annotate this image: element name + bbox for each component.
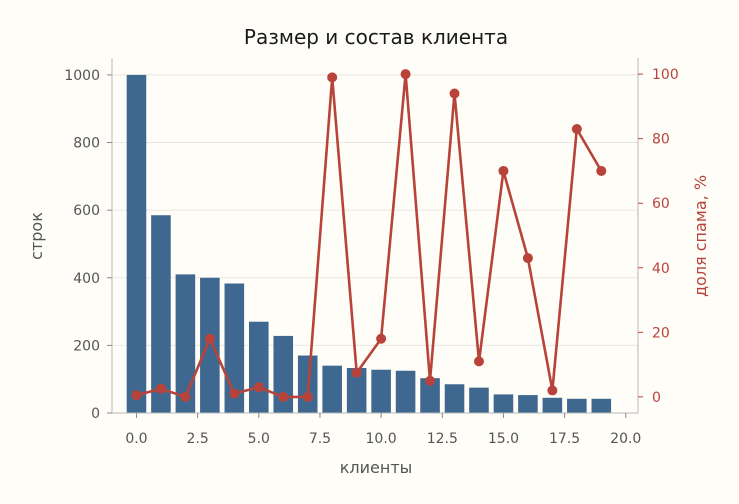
bar (322, 365, 342, 413)
bar (542, 397, 563, 413)
bar (395, 370, 416, 413)
chart-title: Размер и состав клиента (244, 25, 508, 49)
line-point (278, 391, 289, 402)
line-point (229, 388, 240, 399)
bar (444, 384, 465, 413)
line-series (136, 72, 603, 399)
line-point (547, 385, 558, 396)
bar (126, 74, 147, 414)
left-y-tick-label: 1000 (64, 68, 100, 84)
bar (493, 394, 514, 413)
x-tick-label: 0.0 (125, 431, 147, 447)
axes: 0.0 2.5 5.0 7.5 10.0 12.5 15.0 17.5 20.002004006… (64, 58, 679, 447)
line-point (400, 69, 411, 80)
line-point (449, 88, 460, 99)
line-point (473, 356, 484, 367)
x-tick-label: 17.5 (549, 431, 580, 447)
left-y-axis-label: строк (27, 212, 46, 260)
line-point (204, 333, 215, 344)
x-tick-label: 20.0 (610, 431, 641, 447)
line-point (351, 367, 362, 378)
bar (567, 398, 587, 413)
x-tick-label: 2.5 (186, 431, 208, 447)
line-point (522, 253, 533, 264)
x-tick-label: 7.5 (309, 431, 331, 447)
right-y-tick-label: 20 (652, 325, 670, 341)
right-y-tick-label: 60 (652, 196, 670, 212)
bar (151, 215, 171, 413)
bar (200, 277, 220, 413)
line-point (253, 382, 264, 393)
bar (175, 274, 196, 413)
spam-share-series (131, 69, 607, 402)
x-tick-label: 5.0 (248, 431, 270, 447)
line-point (155, 383, 166, 394)
right-y-tick-label: 100 (652, 67, 679, 83)
x-tick-label: 10.0 (366, 431, 397, 447)
left-y-tick-label: 400 (73, 271, 100, 287)
right-y-tick-label: 80 (652, 132, 670, 148)
bar (518, 395, 538, 413)
x-tick-label: 15.0 (488, 431, 519, 447)
line-point (596, 165, 607, 176)
line-point (376, 333, 387, 344)
left-y-tick-label: 200 (73, 338, 100, 354)
bar (469, 387, 489, 413)
bar (371, 369, 391, 413)
left-y-tick-label: 800 (73, 136, 100, 152)
bar (346, 368, 367, 413)
line-point (131, 390, 142, 401)
right-y-tick-label: 0 (652, 390, 661, 406)
right-y-axis-label: доля спама, % (691, 175, 710, 297)
line-point (571, 124, 582, 134)
line-point (180, 391, 191, 402)
left-y-tick-label: 600 (73, 203, 100, 219)
bar (591, 398, 612, 413)
bar (249, 321, 269, 413)
x-axis-label: клиенты (340, 458, 413, 477)
line-point (498, 165, 509, 176)
line-point (302, 391, 313, 402)
right-y-tick-label: 40 (652, 261, 670, 277)
line-point (425, 375, 436, 386)
x-tick-label: 12.5 (427, 431, 458, 447)
bar (420, 378, 440, 413)
line-point (327, 72, 338, 83)
left-y-tick-label: 0 (91, 406, 100, 422)
